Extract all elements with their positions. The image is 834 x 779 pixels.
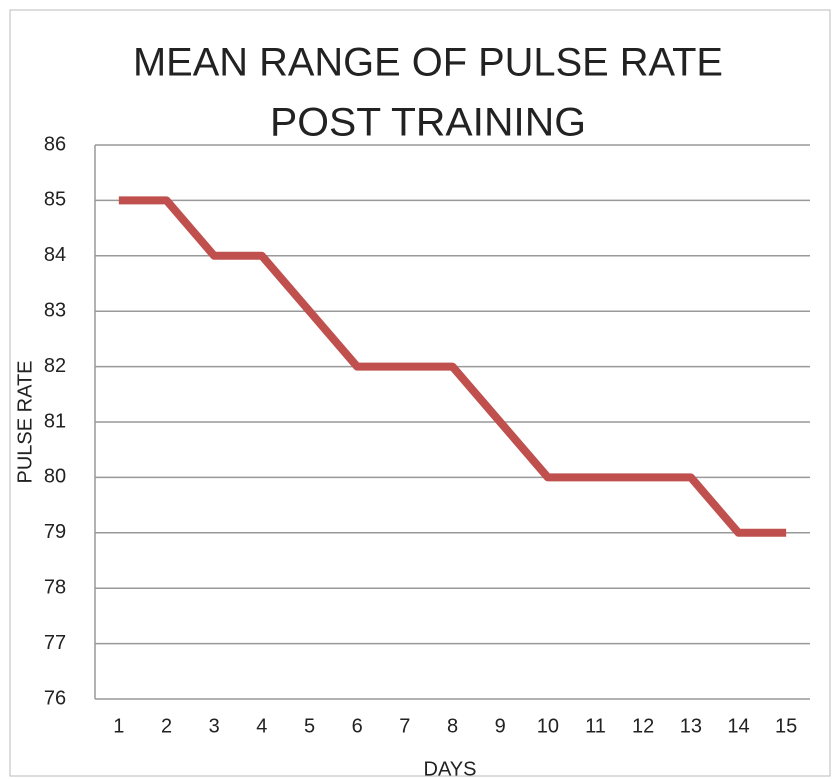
x-tick-label: 7 bbox=[399, 715, 410, 737]
y-tick-label: 82 bbox=[44, 355, 66, 377]
x-tick-label: 13 bbox=[680, 715, 702, 737]
x-tick-label: 1 bbox=[113, 715, 124, 737]
y-tick-label: 79 bbox=[44, 521, 66, 543]
x-tick-label: 12 bbox=[632, 715, 654, 737]
data-line bbox=[118, 196, 787, 537]
x-tick-label: 9 bbox=[495, 715, 506, 737]
x-tick-label: 3 bbox=[209, 715, 220, 737]
x-tick-label: 8 bbox=[447, 715, 458, 737]
y-axis-label: PULSE RATE bbox=[14, 361, 36, 484]
y-tick-label: 83 bbox=[44, 299, 66, 321]
x-tick-label: 5 bbox=[304, 715, 315, 737]
y-tick-label: 84 bbox=[44, 244, 66, 266]
x-tick-label: 10 bbox=[537, 715, 559, 737]
x-tick-label: 15 bbox=[775, 715, 797, 737]
x-tick-label: 14 bbox=[727, 715, 749, 737]
y-tick-label: 78 bbox=[44, 576, 66, 598]
y-tick-label: 77 bbox=[44, 632, 66, 654]
x-tick-label: 11 bbox=[585, 715, 606, 737]
y-tick-label: 80 bbox=[44, 466, 66, 488]
x-axis-label: DAYS bbox=[424, 758, 477, 779]
y-tick-label: 81 bbox=[44, 410, 66, 432]
y-tick-label: 76 bbox=[44, 687, 66, 709]
chart-title: MEAN RANGE OF PULSE RATE bbox=[133, 41, 723, 85]
x-tick-label: 4 bbox=[256, 715, 267, 737]
chart-title: POST TRAINING bbox=[270, 101, 586, 145]
frame bbox=[9, 9, 831, 777]
x-tick-label: 2 bbox=[161, 715, 172, 737]
y-tick-label: 86 bbox=[44, 133, 66, 155]
x-tick-label: 6 bbox=[352, 715, 363, 737]
y-tick-label: 85 bbox=[44, 189, 66, 211]
